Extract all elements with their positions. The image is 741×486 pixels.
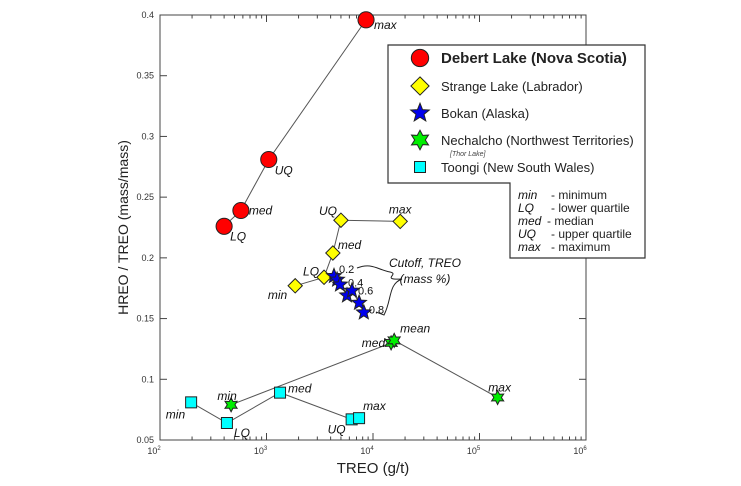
data-point <box>333 212 349 229</box>
cutoff-brace <box>356 265 403 316</box>
legend-marker <box>410 48 430 68</box>
data-point <box>185 396 198 409</box>
series-square: min LQ med UQ max <box>166 382 387 440</box>
annotation-line: (mass %) <box>400 272 451 286</box>
point-label: med <box>338 238 362 252</box>
y-tick-label: 0.2 <box>141 253 154 263</box>
key-abbr: med <box>518 214 542 228</box>
data-point <box>260 150 278 169</box>
data-point <box>287 277 304 294</box>
x-tick-label: 102 <box>147 446 161 456</box>
data-point <box>274 386 287 399</box>
data-point <box>490 389 505 406</box>
legend-note: [Thor Lake] <box>449 151 486 158</box>
series-line <box>230 339 498 406</box>
data-point <box>392 213 409 230</box>
point-label: max <box>374 18 398 32</box>
point-label: UQ <box>328 422 346 436</box>
key-abbr: max <box>518 240 542 254</box>
legend-label: Debert Lake (Nova Scotia) <box>441 50 627 67</box>
key-text: - maximum <box>551 240 610 254</box>
series-star5: 0.20.40.60.8 <box>325 264 384 320</box>
legend-marker <box>414 161 426 173</box>
data-point <box>343 281 361 299</box>
data-point <box>355 303 373 320</box>
x-tick-label: 104 <box>360 446 374 456</box>
data-point <box>220 417 233 429</box>
point-label: min <box>217 389 237 403</box>
point-label: UQ <box>275 164 293 178</box>
y-tick-label: 0.3 <box>141 131 154 141</box>
y-tick-label: 0.4 <box>141 10 154 20</box>
data-point <box>350 293 368 311</box>
point-label: LQ <box>234 426 250 440</box>
point-label: min <box>166 407 186 421</box>
point-label: LQ <box>230 229 246 243</box>
data-point <box>331 275 349 292</box>
y-tick-label: 0.35 <box>136 71 154 81</box>
y-tick-label: 0.15 <box>136 314 154 324</box>
annotation-line: Cutoff, TREO <box>389 256 461 270</box>
data-point <box>325 245 341 261</box>
legend-label: Nechalcho (Northwest Territories) <box>441 133 634 148</box>
data-point <box>232 201 250 220</box>
key-abbr: UQ <box>518 227 536 241</box>
y-tick-label: 0.1 <box>141 374 154 384</box>
data-point <box>387 332 402 349</box>
x-tick-label: 106 <box>573 446 587 456</box>
key-text: - minimum <box>551 188 607 202</box>
point-label: med <box>362 336 386 350</box>
point-label: LQ <box>303 264 319 278</box>
point-label: 0.2 <box>339 264 354 276</box>
key-text: - lower quartile <box>551 201 630 215</box>
point-label: min <box>268 288 288 302</box>
series-line <box>223 19 367 227</box>
key-abbr: min <box>518 188 538 202</box>
point-label: 0.6 <box>358 286 373 298</box>
point-label: med <box>288 382 312 396</box>
data-point <box>357 11 375 29</box>
key-text: - upper quartile <box>551 227 632 241</box>
legend-marker <box>409 101 431 123</box>
data-point <box>353 412 366 425</box>
legend-label: Strange Lake (Labrador) <box>441 79 583 94</box>
data-point <box>215 217 233 235</box>
legend-label: Toongi (New South Wales) <box>441 160 594 175</box>
x-tick-label: 105 <box>467 446 481 456</box>
key-text: - median <box>547 214 594 228</box>
series-diamond: min LQ med UQ max <box>268 202 413 301</box>
legend-label: Bokan (Alaska) <box>441 106 529 121</box>
point-label: max <box>363 399 387 413</box>
legend-box <box>387 44 646 259</box>
key-abbr: LQ <box>518 201 534 215</box>
legend: Debert Lake (Nova Scotia) Strange Lake (L… <box>387 44 646 259</box>
y-tick-label: 0.05 <box>136 435 154 445</box>
point-label: max <box>488 381 512 395</box>
point-label: mean <box>400 321 430 335</box>
y-axis-label: HREO / TREO (mass/mass) <box>115 140 131 315</box>
point-label: med <box>249 204 273 218</box>
point-label: UQ <box>319 204 337 218</box>
data-point <box>224 396 239 413</box>
x-axis-label: TREO (g/t) <box>337 460 410 477</box>
legend-marker <box>410 76 430 96</box>
legend-marker <box>410 129 430 151</box>
x-tick-label: 103 <box>254 446 268 456</box>
point-label: max <box>389 202 413 216</box>
y-tick-label: 0.25 <box>136 192 154 202</box>
